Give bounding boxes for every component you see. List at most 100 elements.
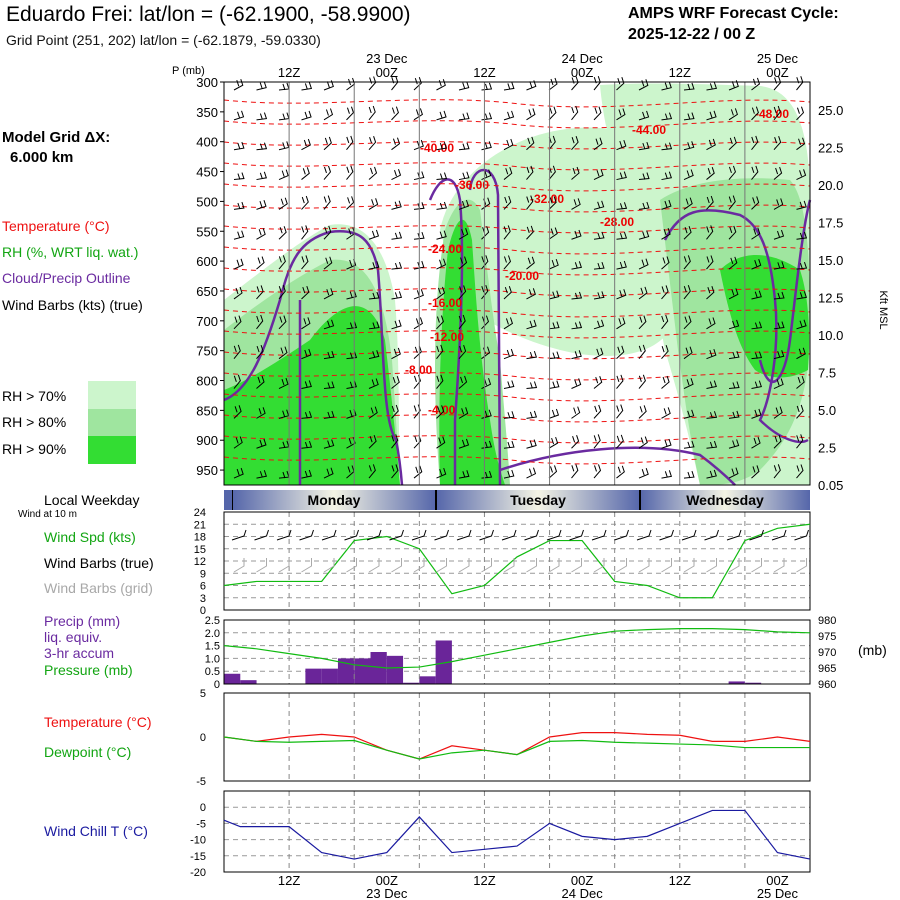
wind-barb [256, 438, 267, 449]
temperature-contour-label: -36.00 [455, 178, 489, 192]
wind-barb [256, 256, 265, 270]
wind-barb [323, 410, 335, 419]
wind-barb [751, 290, 762, 300]
wind-barb [638, 436, 648, 449]
wind-barb [661, 142, 673, 151]
wind-barb [728, 350, 740, 360]
wind-barb [346, 351, 358, 360]
wind-barb [661, 199, 672, 210]
wind-barb [526, 225, 534, 240]
wind-barb [391, 231, 403, 240]
wind-barb [548, 436, 559, 449]
legend-rh: RH (%, WRT liq. wat.) [2, 244, 139, 260]
wind-barb-grid [458, 558, 470, 573]
cloud-outlines [223, 168, 812, 486]
wind-barb [503, 348, 514, 360]
wind-barb [751, 165, 759, 180]
wind-barb [233, 467, 244, 479]
wind-barb [368, 291, 380, 300]
wind-barb [233, 258, 244, 270]
wind-barb [548, 380, 560, 390]
wind-barb-grid [233, 558, 245, 573]
temperature-contour-label: -24.00 [428, 242, 462, 256]
wind-barb-grid [481, 558, 492, 573]
wind-barb-grid [751, 558, 762, 573]
legend-wind-barbs-grid: Wind Barbs (grid) [44, 580, 153, 596]
wind-barb [661, 438, 672, 449]
wind-barb-grid [436, 558, 447, 573]
legend-wind-barbs: Wind Barbs (kts) (true) [2, 297, 143, 313]
wind-barb [571, 105, 579, 121]
height-tick-label: 12.5 [818, 291, 843, 306]
wind-barb [233, 344, 241, 359]
pressure-tick-label: 980 [818, 615, 836, 627]
wind-barb [706, 317, 716, 330]
cloud-outline [758, 199, 812, 384]
wind-barb [526, 108, 536, 121]
wind-barb [526, 195, 534, 210]
wind-barb [233, 286, 243, 300]
wind-barb [796, 200, 807, 210]
wind-barb-grid [526, 558, 537, 573]
wind-barb [593, 200, 605, 210]
precip-bar [744, 682, 762, 684]
wind-barb [661, 171, 672, 181]
wind-barb [706, 286, 715, 300]
wind-barb [436, 172, 448, 181]
wind-speed-tick-label: 21 [194, 519, 206, 531]
precip-line3: 3-hr accum [44, 645, 115, 661]
wind-barb [571, 166, 580, 180]
wind-barb [773, 166, 783, 180]
wind-barb [368, 229, 380, 240]
wind-barb [458, 81, 470, 91]
precip-bar [337, 658, 355, 684]
wind-barb [526, 256, 535, 270]
wind-barb [301, 411, 313, 419]
wind-barb [706, 348, 717, 360]
wind-barb [593, 261, 605, 270]
wind-barb [256, 314, 264, 330]
wind-barb [391, 404, 399, 419]
wind-barb [503, 138, 514, 151]
wind-barb-true [254, 529, 269, 541]
wind-barb [233, 110, 245, 121]
wind-barb [526, 410, 538, 419]
wind-barb [571, 261, 582, 270]
wind-barb [256, 407, 266, 419]
model-grid-line2: 6.000 km [10, 149, 74, 166]
wind-barb [796, 434, 804, 449]
bottom-date-label: 24 Dec [562, 886, 604, 900]
wind-barb [481, 112, 493, 121]
wind-barb [458, 470, 470, 479]
wind-barb [638, 172, 650, 181]
wind-barb-true [456, 529, 472, 541]
wind-barb-grid [796, 558, 807, 573]
cycle-date: 2025-12-22 / 00 Z [628, 26, 756, 43]
wind-barb [593, 347, 604, 360]
wind-barb [796, 404, 804, 419]
weekday-cell [224, 490, 232, 510]
wind-barb [323, 225, 332, 240]
windchill-tick-label: -10 [190, 835, 206, 847]
wind-barb [391, 347, 401, 360]
wind-speed-tick-label: 12 [194, 556, 206, 568]
precip-line1: Precip (mm) [44, 613, 121, 629]
wind-barb [458, 256, 468, 270]
wind-barb [616, 465, 625, 479]
weekday-label: Monday [308, 492, 361, 508]
temperature-contour-label: -28.00 [600, 215, 634, 229]
wind-barb [683, 226, 692, 240]
temperature-contour [223, 456, 811, 465]
wind-barb [301, 82, 313, 91]
precip-tick-label: 0.5 [205, 666, 220, 678]
windchill-tick-label: -20 [190, 867, 206, 879]
pressure-tick-label: 750 [196, 344, 218, 359]
wind-barb-grid [256, 558, 267, 573]
wind-barb [458, 112, 470, 121]
wind-barb [616, 108, 626, 121]
height-tick-label: 5.0 [818, 403, 836, 418]
wind-barb [458, 375, 468, 389]
wind-barb [391, 200, 402, 210]
wind-barb [616, 260, 627, 270]
wind-barb [548, 351, 560, 360]
